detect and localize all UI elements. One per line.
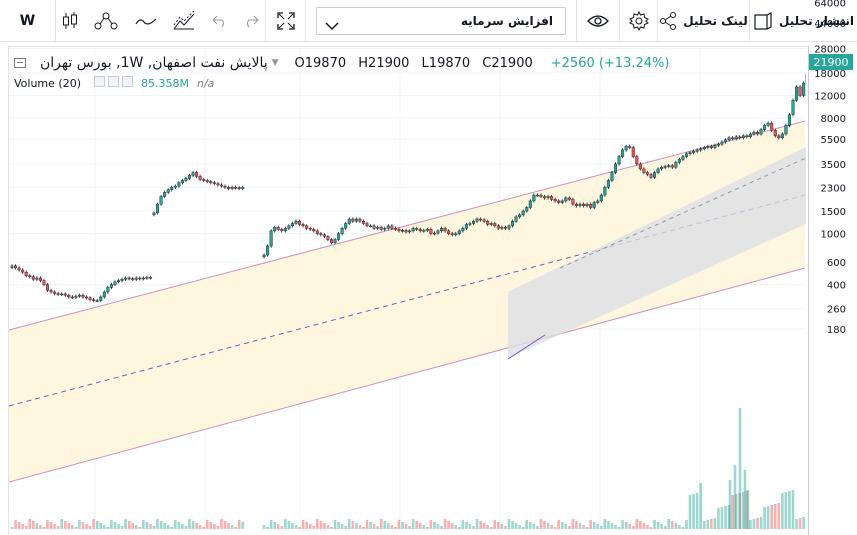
interval-label: W	[19, 12, 36, 29]
settings-gear-icon[interactable]	[620, 0, 658, 41]
search-dropdown[interactable]: افزایش سرمایه	[316, 7, 566, 35]
share-link-button[interactable]: لینک تحلیل	[658, 0, 750, 41]
chevron-down-icon	[325, 16, 339, 35]
open-value: 19870	[304, 55, 347, 71]
book-icon	[754, 11, 772, 30]
indicators-icon[interactable]	[84, 0, 128, 41]
price-axis[interactable]	[808, 46, 857, 535]
symbol-dropdown-icon[interactable]: ▼	[271, 58, 279, 68]
low-value: 19870	[428, 55, 471, 71]
fullscreen-icon[interactable]	[266, 0, 306, 41]
high-label: H	[358, 55, 369, 71]
volume-ma-value: n/a	[196, 76, 215, 90]
share-icon	[660, 11, 677, 30]
publish-button[interactable]: انتشار تحلیل	[750, 0, 857, 41]
line-chart-icon[interactable]	[128, 0, 164, 41]
ohlc-values: O19870 H21900 L19870 C21900	[295, 56, 541, 71]
candles-icon[interactable]	[56, 0, 84, 41]
eye-icon[interactable]	[576, 0, 620, 41]
publish-label: انتشار تحلیل	[779, 13, 854, 28]
collapse-icon[interactable]	[14, 58, 26, 68]
high-value: 21900	[368, 55, 410, 71]
close-label: C	[482, 55, 492, 71]
settings-icon[interactable]	[108, 76, 119, 87]
volume-label[interactable]: Volume (20)	[14, 76, 81, 90]
redo-icon[interactable]	[236, 0, 266, 41]
change-value: +2560 (+13.24%)	[550, 55, 670, 71]
volume-legend: Volume (20) 85.358M n/a	[14, 76, 214, 90]
symbol-legend: پالایش نفت اصفهان, 1W, بورس تهران ▼ O198…	[14, 52, 669, 74]
undo-icon[interactable]	[204, 0, 236, 41]
volume-controls	[91, 76, 133, 90]
close-value: 21900	[491, 55, 533, 71]
top-toolbar: W افزایش سرمایه لینک تحلیل انتشار تحلیل	[0, 0, 857, 42]
low-label: L	[421, 55, 429, 71]
search-value: افزایش سرمایه	[460, 14, 553, 28]
symbol-name[interactable]: پالایش نفت اصفهان, 1W, بورس تهران	[40, 55, 268, 71]
interval-button[interactable]: W	[0, 0, 56, 41]
open-label: O	[294, 55, 305, 71]
volume-value: 85.358M	[141, 76, 189, 90]
eye-icon[interactable]	[94, 76, 105, 87]
close-icon[interactable]	[122, 76, 133, 87]
share-link-label: لینک تحلیل	[683, 13, 748, 28]
chart-pane[interactable]	[8, 46, 808, 535]
templates-icon[interactable]	[164, 0, 204, 41]
